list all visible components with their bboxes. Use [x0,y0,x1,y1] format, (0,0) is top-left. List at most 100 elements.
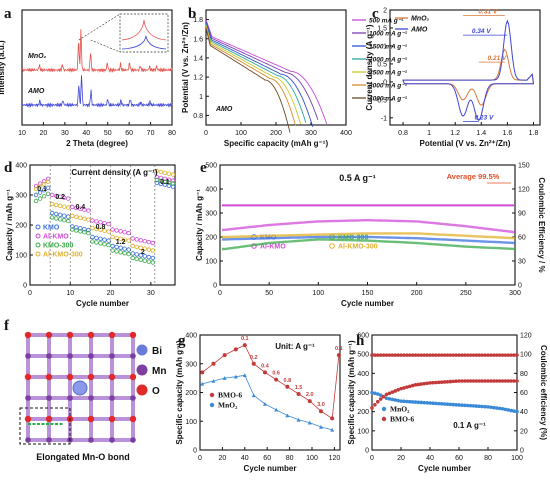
o-atom [87,415,95,423]
y-tick-label: 1 [199,94,203,101]
data-point [419,382,424,386]
data-point [477,404,482,409]
data-point [102,228,107,233]
mn-atom [25,353,31,359]
structure-caption: Elongated Mn-O bond [36,452,130,462]
rate-label: 0.2 [250,355,258,361]
y2-tick-label: 0 [518,283,522,290]
gap-label: 0.21 V [488,55,507,62]
legend-atom [136,384,148,396]
efficiency-point [483,353,487,357]
data-point [162,170,168,175]
data-point [98,241,103,246]
data-point [62,213,67,218]
legend-label: MnO₂ [218,401,238,410]
y-tick-label: 400 [185,333,197,340]
data-point [422,381,427,386]
data-point [53,216,59,221]
data-point [200,381,205,386]
x-tick-label: 10 [18,130,26,137]
y2-tick-label: 60 [518,235,526,242]
efficiency-point [471,353,476,357]
legend-marker [381,416,387,422]
efficiency-point [370,353,374,357]
data-point [33,186,39,192]
data-point [416,382,421,387]
rate-label: 0.1 [37,186,47,193]
legend-atom [136,364,148,376]
data-point [431,401,435,406]
data-point [413,383,418,387]
y2-tick-label: 20 [520,428,528,435]
x-tick-label: 0 [204,130,208,137]
panel-label-g: g [178,333,186,349]
data-point [381,394,386,399]
chart-g: 0 20 40 60 80 100 120 0 100 200 300 400 Cycle number… [175,333,343,474]
mn-atom [46,353,52,359]
x-tick-label: 60 [455,455,463,462]
data-point [37,184,43,189]
y-tick-label: 0 [365,448,369,455]
series-label: MnO₂ [28,53,47,60]
series-line [402,48,535,106]
y-tick-label: 1.6 [193,36,203,43]
data-point [387,397,392,401]
data-point [242,373,247,378]
o-atom [87,331,95,339]
y-axis-label: Capacity / mAh g⁻¹ [195,189,204,261]
series-line [222,238,516,251]
data-point [285,413,290,418]
data-point [138,238,143,243]
legend-label: KMO [260,235,277,242]
data-point [492,379,496,383]
data-point [62,204,67,209]
data-point [142,246,147,251]
data-point [106,242,111,248]
data-point [512,409,516,413]
x-tick-label: 70 [147,130,155,137]
data-point [486,379,490,383]
y-tick-label: -0.5 [375,97,387,104]
data-point [142,238,147,244]
data-point [58,194,63,199]
o-atom [129,331,137,339]
data-point [413,400,418,404]
y2-tick-label: 30 [518,259,526,266]
data-point [66,205,71,210]
x-tick-label: 0 [198,455,202,462]
efficiency-point [494,353,499,357]
data-point [503,379,508,383]
data-point [114,249,119,254]
data-point [166,180,172,185]
data-point [146,259,152,264]
data-point [82,226,87,232]
legend-label: O [152,386,160,397]
data-point [94,240,99,245]
chart-title: Current density (A g⁻¹) [71,168,157,177]
rate-label: 3.0 [317,402,325,408]
legend-label: 2500 mA g⁻¹ [368,70,408,77]
data-point [146,239,152,245]
y2-tick-label: 0 [520,448,524,455]
o-atom [108,331,116,339]
x-axis-label: 2 Theta (degree) [66,139,128,148]
legend-label: BMO-6 [390,415,414,424]
data-point [154,177,160,183]
data-point [399,386,403,391]
data-point [78,226,83,231]
data-point [106,238,111,243]
x-axis-label: Cycle number [341,299,394,308]
x-tick-label: 1.8 [529,130,539,137]
y2-tick-label: 100 [520,352,532,359]
mn-atom [46,437,52,443]
data-point [122,246,127,251]
rate-label: 0.1 [160,179,170,186]
efficiency-point [460,353,464,357]
y2-tick-label: 90 [518,211,526,218]
data-point [274,377,279,382]
efficiency-point [474,353,479,357]
efficiency-annotation: Average 99.5% [447,172,500,181]
data-point [130,251,135,256]
data-point [222,376,227,380]
data-point [373,391,377,396]
